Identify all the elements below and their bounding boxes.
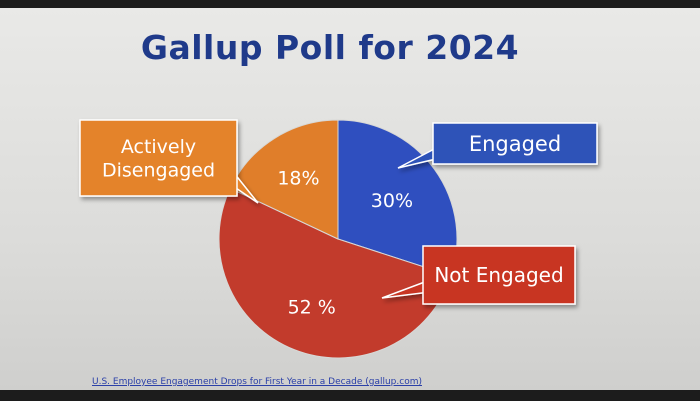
callout-label: Not Engaged — [434, 263, 563, 287]
pie-chart: 30% 52 % 18% Engaged Not Engaged ActivelyDis… — [79, 119, 598, 359]
source-link[interactable]: U.S. Employee Engagement Drops for First… — [92, 377, 422, 387]
pie-slice-not-engaged — [218, 187, 452, 359]
slide: Gallup Poll for 2024 30% 52 % 18% Engaged N… — [0, 8, 700, 390]
callout-label: Engaged — [469, 132, 561, 156]
value-label: 30% — [371, 190, 413, 212]
chart-title: Gallup Poll for 2024 — [140, 28, 520, 67]
callout-label: Disengaged — [102, 160, 215, 182]
value-label: 52 % — [288, 296, 336, 318]
callout-engaged: Engaged — [397, 122, 598, 169]
callout-not-engaged: Not Engaged — [381, 245, 576, 305]
value-labels: 30% 52 % 18% — [277, 168, 413, 319]
value-label: 18% — [277, 168, 319, 190]
callout-label: Actively — [121, 136, 196, 158]
